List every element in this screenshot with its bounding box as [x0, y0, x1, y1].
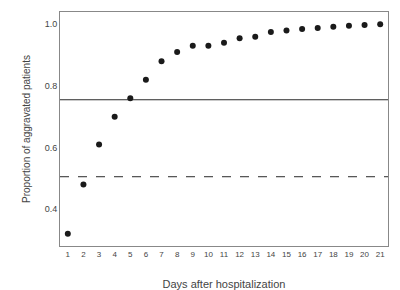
svg-text:3: 3: [97, 250, 102, 259]
svg-text:4: 4: [112, 250, 117, 259]
svg-text:16: 16: [298, 250, 307, 259]
svg-text:15: 15: [282, 250, 291, 259]
svg-text:0.4: 0.4: [45, 204, 58, 214]
svg-text:Days after hospitalization: Days after hospitalization: [163, 278, 286, 290]
svg-text:17: 17: [313, 250, 322, 259]
svg-text:9: 9: [191, 250, 196, 259]
svg-text:2: 2: [81, 250, 86, 259]
svg-text:0.6: 0.6: [45, 143, 58, 153]
svg-text:6: 6: [144, 250, 149, 259]
svg-text:0.8: 0.8: [45, 81, 58, 91]
svg-text:1.0: 1.0: [45, 19, 58, 29]
svg-text:19: 19: [344, 250, 353, 259]
svg-text:8: 8: [175, 250, 180, 259]
svg-text:21: 21: [376, 250, 385, 259]
svg-text:13: 13: [251, 250, 260, 259]
svg-text:14: 14: [266, 250, 275, 259]
svg-text:11: 11: [220, 250, 229, 259]
svg-text:5: 5: [128, 250, 133, 259]
svg-text:12: 12: [235, 250, 244, 259]
svg-text:20: 20: [360, 250, 369, 259]
svg-text:Proportion of aggravated patie: Proportion of aggravated patients: [21, 55, 32, 203]
svg-text:10: 10: [204, 250, 213, 259]
svg-text:1: 1: [66, 250, 71, 259]
svg-text:7: 7: [159, 250, 164, 259]
svg-text:18: 18: [329, 250, 338, 259]
